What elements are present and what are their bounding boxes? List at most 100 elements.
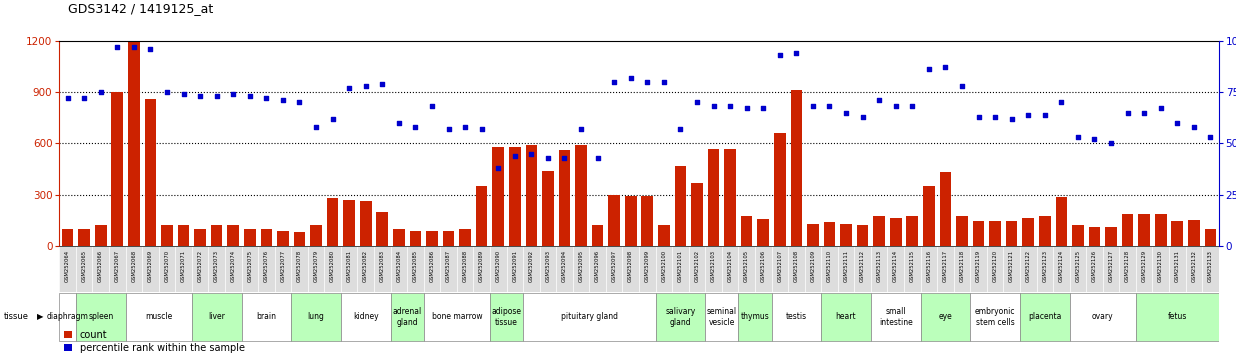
Bar [178, 225, 189, 246]
Text: GSM252098: GSM252098 [628, 250, 633, 282]
Text: GSM252110: GSM252110 [827, 250, 832, 282]
Bar [440, 246, 457, 292]
Bar [292, 246, 308, 292]
Bar [954, 246, 970, 292]
Text: GSM252085: GSM252085 [413, 250, 418, 282]
Bar [492, 147, 504, 246]
Bar [391, 246, 407, 292]
Bar [211, 225, 222, 246]
Bar [838, 246, 854, 292]
Bar [724, 149, 735, 246]
Bar [59, 293, 75, 341]
Bar [225, 246, 241, 292]
Bar [489, 293, 523, 341]
Text: pituitary gland: pituitary gland [561, 312, 618, 321]
Bar [393, 229, 404, 246]
Bar [1004, 246, 1020, 292]
Bar [258, 246, 274, 292]
Point [869, 97, 889, 103]
Bar [906, 216, 918, 246]
Text: GSM252117: GSM252117 [943, 250, 948, 282]
Bar [192, 293, 241, 341]
Point [737, 105, 756, 111]
Text: GSM252123: GSM252123 [1042, 250, 1047, 282]
Text: spleen: spleen [88, 312, 114, 321]
Bar [973, 221, 984, 246]
Bar [294, 232, 305, 246]
Point [173, 91, 194, 97]
Point [389, 120, 409, 126]
Point [522, 151, 541, 156]
Text: GSM252078: GSM252078 [297, 250, 302, 282]
Text: GSM252081: GSM252081 [346, 250, 352, 282]
Point [141, 46, 161, 52]
Point [240, 93, 260, 99]
Bar [62, 229, 73, 246]
Bar [890, 218, 901, 246]
Bar [424, 293, 489, 341]
Point [74, 95, 94, 101]
Legend: count, percentile rank within the sample: count, percentile rank within the sample [64, 330, 245, 353]
Text: GSM252101: GSM252101 [677, 250, 684, 282]
Bar [791, 90, 802, 246]
Text: GSM252131: GSM252131 [1174, 250, 1180, 282]
Text: GSM252102: GSM252102 [695, 250, 700, 282]
Text: testis: testis [786, 312, 807, 321]
Text: GSM252099: GSM252099 [645, 250, 650, 282]
Point [1018, 112, 1038, 118]
Text: thymus: thymus [740, 312, 769, 321]
Bar [1069, 293, 1136, 341]
Bar [377, 212, 388, 246]
Bar [575, 145, 587, 246]
Text: GSM252125: GSM252125 [1075, 250, 1080, 282]
Bar [525, 145, 538, 246]
Text: GSM252103: GSM252103 [711, 250, 716, 282]
Bar [442, 231, 455, 246]
Text: adrenal
gland: adrenal gland [393, 307, 421, 326]
Bar [460, 229, 471, 246]
Text: GSM252113: GSM252113 [876, 250, 881, 282]
Bar [706, 293, 738, 341]
Bar [939, 172, 952, 246]
Text: muscle: muscle [145, 312, 172, 321]
Bar [341, 293, 391, 341]
Point [472, 126, 492, 132]
Text: ovary: ovary [1091, 312, 1114, 321]
Text: GSM252124: GSM252124 [1059, 250, 1064, 282]
Point [703, 104, 723, 109]
Text: GSM252104: GSM252104 [728, 250, 733, 282]
Bar [194, 229, 206, 246]
Bar [559, 150, 570, 246]
Text: GSM252083: GSM252083 [379, 250, 384, 282]
Bar [75, 293, 126, 341]
Point [224, 91, 243, 97]
Point [770, 52, 790, 58]
Point [1184, 124, 1204, 130]
Bar [1069, 246, 1086, 292]
Point [1002, 116, 1022, 121]
Text: GSM252106: GSM252106 [760, 250, 766, 282]
Bar [758, 219, 769, 246]
Text: diaphragm: diaphragm [47, 312, 89, 321]
Bar [1103, 246, 1120, 292]
Point [837, 110, 857, 115]
Bar [1205, 229, 1216, 246]
Text: GSM252073: GSM252073 [214, 250, 219, 282]
Bar [158, 246, 176, 292]
Bar [970, 246, 986, 292]
Bar [375, 246, 391, 292]
Point [372, 81, 392, 87]
Bar [986, 246, 1004, 292]
Bar [1136, 293, 1219, 341]
Bar [1188, 219, 1200, 246]
Bar [989, 221, 1001, 246]
Text: GSM252095: GSM252095 [578, 250, 583, 282]
Text: GSM252111: GSM252111 [843, 250, 849, 282]
Bar [708, 149, 719, 246]
Bar [509, 147, 520, 246]
Point [555, 155, 575, 161]
Bar [1020, 293, 1069, 341]
Text: embryonic
stem cells: embryonic stem cells [975, 307, 1015, 326]
Bar [970, 293, 1020, 341]
Text: GSM252084: GSM252084 [397, 250, 402, 282]
